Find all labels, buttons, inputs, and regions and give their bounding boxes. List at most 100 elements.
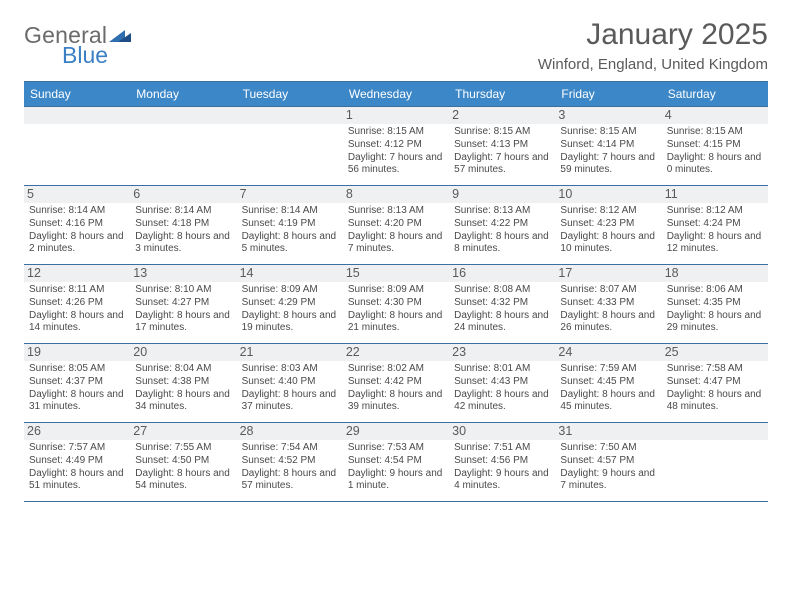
calendar-cell <box>662 423 768 501</box>
day-number: 30 <box>449 423 555 440</box>
day-number: 25 <box>662 344 768 361</box>
day-detail-text: Sunrise: 8:12 AMSunset: 4:23 PMDaylight:… <box>560 205 656 256</box>
weekday-header: Friday <box>555 82 661 106</box>
day-number: 29 <box>343 423 449 440</box>
weekday-header: Tuesday <box>237 82 343 106</box>
calendar-bottom-rule <box>24 501 768 502</box>
day-number-empty <box>24 107 130 124</box>
day-detail-text: Sunrise: 8:03 AMSunset: 4:40 PMDaylight:… <box>242 363 338 414</box>
day-detail-text: Sunrise: 8:01 AMSunset: 4:43 PMDaylight:… <box>454 363 550 414</box>
logo-text-blue: Blue <box>24 44 131 67</box>
calendar-cell: 22Sunrise: 8:02 AMSunset: 4:42 PMDayligh… <box>343 344 449 422</box>
day-number: 23 <box>449 344 555 361</box>
day-detail-text: Sunrise: 8:15 AMSunset: 4:15 PMDaylight:… <box>667 126 763 177</box>
day-number: 31 <box>555 423 661 440</box>
day-detail-text: Sunrise: 7:54 AMSunset: 4:52 PMDaylight:… <box>242 442 338 493</box>
day-detail-text: Sunrise: 7:53 AMSunset: 4:54 PMDaylight:… <box>348 442 444 493</box>
day-detail-text: Sunrise: 8:14 AMSunset: 4:18 PMDaylight:… <box>135 205 231 256</box>
calendar-cell <box>24 107 130 185</box>
day-detail-text: Sunrise: 7:50 AMSunset: 4:57 PMDaylight:… <box>560 442 656 493</box>
day-detail-text: Sunrise: 8:13 AMSunset: 4:20 PMDaylight:… <box>348 205 444 256</box>
day-number: 8 <box>343 186 449 203</box>
brand-logo: General Blue <box>24 18 131 67</box>
day-number-empty <box>237 107 343 124</box>
day-detail-text: Sunrise: 8:04 AMSunset: 4:38 PMDaylight:… <box>135 363 231 414</box>
calendar-cell: 15Sunrise: 8:09 AMSunset: 4:30 PMDayligh… <box>343 265 449 343</box>
calendar-grid: SundayMondayTuesdayWednesdayThursdayFrid… <box>24 81 768 502</box>
day-detail-text: Sunrise: 7:58 AMSunset: 4:47 PMDaylight:… <box>667 363 763 414</box>
day-detail-text: Sunrise: 8:06 AMSunset: 4:35 PMDaylight:… <box>667 284 763 335</box>
day-number: 13 <box>130 265 236 282</box>
weekday-header: Sunday <box>24 82 130 106</box>
day-number: 18 <box>662 265 768 282</box>
calendar-cell: 12Sunrise: 8:11 AMSunset: 4:26 PMDayligh… <box>24 265 130 343</box>
day-number: 11 <box>662 186 768 203</box>
calendar-cell <box>130 107 236 185</box>
day-number-empty <box>130 107 236 124</box>
day-detail-text: Sunrise: 8:15 AMSunset: 4:12 PMDaylight:… <box>348 126 444 177</box>
calendar-cell: 9Sunrise: 8:13 AMSunset: 4:22 PMDaylight… <box>449 186 555 264</box>
day-detail-text: Sunrise: 7:59 AMSunset: 4:45 PMDaylight:… <box>560 363 656 414</box>
calendar-cell: 10 Sunrise: 8:12 AMSunset: 4:23 PMDayligh… <box>555 186 661 264</box>
day-number-empty <box>662 423 768 440</box>
calendar-cell: 19 Sunrise: 8:05 AMSunset: 4:37 PMDayligh… <box>24 344 130 422</box>
day-number: 20 <box>130 344 236 361</box>
day-number: 24 <box>555 344 661 361</box>
day-detail-text: Sunrise: 8:05 AMSunset: 4:37 PMDaylight:… <box>29 363 125 414</box>
day-number: 10 <box>555 186 661 203</box>
day-number: 26 <box>24 423 130 440</box>
day-number: 22 <box>343 344 449 361</box>
day-number: 21 <box>237 344 343 361</box>
calendar-cell: 6 Sunrise: 8:14 AMSunset: 4:18 PMDaylight… <box>130 186 236 264</box>
calendar-cell: 26 Sunrise: 7:57 AMSunset: 4:49 PMDayligh… <box>24 423 130 501</box>
calendar-cell: 5Sunrise: 8:14 AMSunset: 4:16 PMDaylight… <box>24 186 130 264</box>
day-number: 3 <box>555 107 661 124</box>
calendar-cell: 7Sunrise: 8:14 AMSunset: 4:19 PMDaylight… <box>237 186 343 264</box>
day-detail-text: Sunrise: 8:14 AMSunset: 4:19 PMDaylight:… <box>242 205 338 256</box>
day-number: 9 <box>449 186 555 203</box>
calendar-week: 12Sunrise: 8:11 AMSunset: 4:26 PMDayligh… <box>24 264 768 343</box>
day-detail-text: Sunrise: 8:15 AMSunset: 4:13 PMDaylight:… <box>454 126 550 177</box>
weekday-header: Thursday <box>449 82 555 106</box>
day-number: 27 <box>130 423 236 440</box>
day-number: 19 <box>24 344 130 361</box>
title-block: January 2025 Winford, England, United Ki… <box>538 18 768 73</box>
calendar-cell: 2 Sunrise: 8:15 AMSunset: 4:13 PMDaylight… <box>449 107 555 185</box>
day-detail-text: Sunrise: 8:07 AMSunset: 4:33 PMDaylight:… <box>560 284 656 335</box>
calendar-cell: 16 Sunrise: 8:08 AMSunset: 4:32 PMDayligh… <box>449 265 555 343</box>
calendar-week: 19 Sunrise: 8:05 AMSunset: 4:37 PMDayligh… <box>24 343 768 422</box>
day-number: 2 <box>449 107 555 124</box>
calendar-cell: 27Sunrise: 7:55 AMSunset: 4:50 PMDayligh… <box>130 423 236 501</box>
location-subtitle: Winford, England, United Kingdom <box>538 56 768 73</box>
calendar-cell: 14Sunrise: 8:09 AMSunset: 4:29 PMDayligh… <box>237 265 343 343</box>
calendar-cell <box>237 107 343 185</box>
calendar-cell: 23 Sunrise: 8:01 AMSunset: 4:43 PMDayligh… <box>449 344 555 422</box>
day-detail-text: Sunrise: 7:51 AMSunset: 4:56 PMDaylight:… <box>454 442 550 493</box>
calendar-cell: 25 Sunrise: 7:58 AMSunset: 4:47 PMDayligh… <box>662 344 768 422</box>
calendar-week: 5Sunrise: 8:14 AMSunset: 4:16 PMDaylight… <box>24 185 768 264</box>
day-number: 28 <box>237 423 343 440</box>
day-number: 16 <box>449 265 555 282</box>
calendar-cell: 21 Sunrise: 8:03 AMSunset: 4:40 PMDayligh… <box>237 344 343 422</box>
calendar-cell: 13 Sunrise: 8:10 AMSunset: 4:27 PMDayligh… <box>130 265 236 343</box>
day-detail-text: Sunrise: 8:08 AMSunset: 4:32 PMDaylight:… <box>454 284 550 335</box>
calendar-week: 26 Sunrise: 7:57 AMSunset: 4:49 PMDayligh… <box>24 422 768 501</box>
day-number: 5 <box>24 186 130 203</box>
day-number: 4 <box>662 107 768 124</box>
day-detail-text: Sunrise: 8:11 AMSunset: 4:26 PMDaylight:… <box>29 284 125 335</box>
weekday-header: Monday <box>130 82 236 106</box>
calendar-cell: 20 Sunrise: 8:04 AMSunset: 4:38 PMDayligh… <box>130 344 236 422</box>
calendar-cell: 18 Sunrise: 8:06 AMSunset: 4:35 PMDayligh… <box>662 265 768 343</box>
calendar-cell: 4 Sunrise: 8:15 AMSunset: 4:15 PMDaylight… <box>662 107 768 185</box>
calendar-cell: 3Sunrise: 8:15 AMSunset: 4:14 PMDaylight… <box>555 107 661 185</box>
calendar-cell: 31 Sunrise: 7:50 AMSunset: 4:57 PMDayligh… <box>555 423 661 501</box>
month-title: January 2025 <box>538 18 768 52</box>
day-detail-text: Sunrise: 7:57 AMSunset: 4:49 PMDaylight:… <box>29 442 125 493</box>
day-number: 6 <box>130 186 236 203</box>
day-detail-text: Sunrise: 8:10 AMSunset: 4:27 PMDaylight:… <box>135 284 231 335</box>
calendar-page: General Blue January 2025 Winford, Engla… <box>0 0 792 502</box>
day-detail-text: Sunrise: 8:09 AMSunset: 4:30 PMDaylight:… <box>348 284 444 335</box>
weekday-header: Saturday <box>662 82 768 106</box>
weekday-header-row: SundayMondayTuesdayWednesdayThursdayFrid… <box>24 82 768 106</box>
weekday-header: Wednesday <box>343 82 449 106</box>
